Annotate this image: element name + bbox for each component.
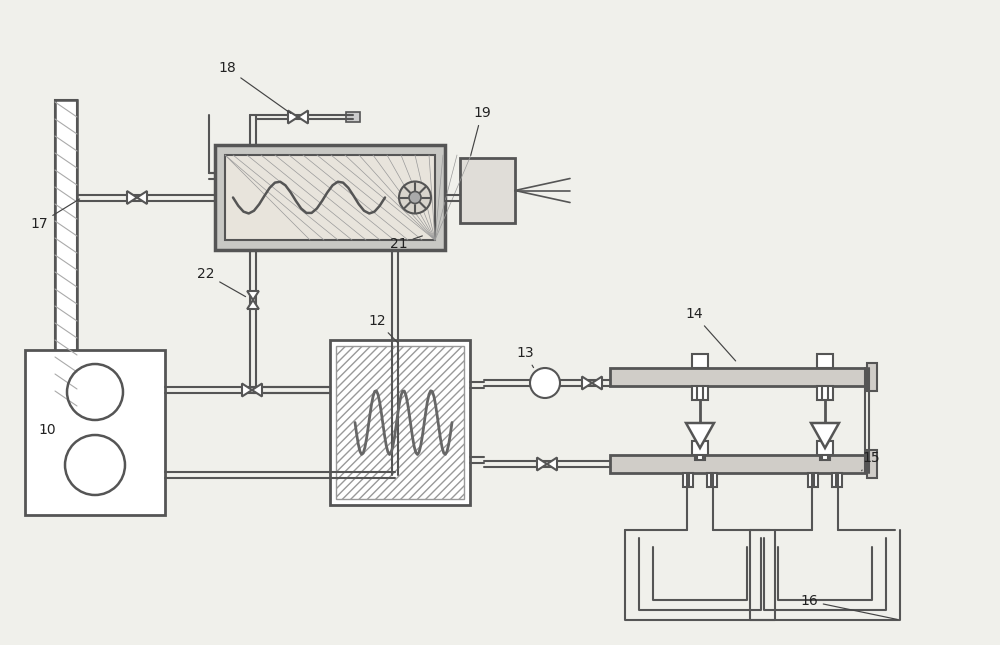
Polygon shape bbox=[252, 384, 262, 397]
Polygon shape bbox=[592, 377, 602, 390]
Bar bbox=[808, 473, 818, 487]
Circle shape bbox=[409, 192, 421, 204]
Text: 16: 16 bbox=[800, 594, 897, 619]
Bar bbox=[832, 473, 842, 487]
Text: 18: 18 bbox=[218, 61, 291, 114]
Polygon shape bbox=[811, 423, 839, 448]
Bar bbox=[610, 455, 865, 473]
Polygon shape bbox=[247, 291, 259, 300]
Bar bbox=[817, 386, 833, 400]
Bar bbox=[817, 354, 833, 368]
Bar bbox=[215, 145, 445, 250]
Text: 17: 17 bbox=[30, 199, 80, 231]
Bar bbox=[460, 158, 515, 223]
Bar bbox=[692, 441, 708, 455]
Text: 19: 19 bbox=[471, 106, 491, 155]
Bar bbox=[346, 112, 360, 122]
Text: 14: 14 bbox=[685, 307, 736, 361]
Circle shape bbox=[399, 181, 431, 213]
Polygon shape bbox=[247, 300, 259, 309]
Text: 12: 12 bbox=[368, 314, 398, 343]
Polygon shape bbox=[127, 191, 137, 204]
Polygon shape bbox=[242, 384, 252, 397]
Bar bbox=[867, 450, 877, 478]
Bar bbox=[692, 354, 708, 368]
Polygon shape bbox=[547, 457, 557, 470]
Text: 22: 22 bbox=[197, 267, 246, 297]
Bar bbox=[225, 155, 435, 240]
Bar bbox=[683, 473, 693, 487]
Bar bbox=[55, 100, 77, 410]
Polygon shape bbox=[137, 191, 147, 204]
Circle shape bbox=[530, 368, 560, 398]
Bar bbox=[25, 350, 165, 515]
Bar bbox=[330, 340, 470, 505]
Polygon shape bbox=[298, 110, 308, 123]
Bar bbox=[867, 363, 877, 391]
Polygon shape bbox=[582, 377, 592, 390]
Text: 13: 13 bbox=[516, 346, 534, 368]
Bar bbox=[695, 448, 705, 460]
Bar bbox=[820, 448, 830, 460]
Polygon shape bbox=[686, 423, 714, 448]
Bar bbox=[610, 368, 865, 386]
Bar bbox=[336, 346, 464, 499]
Text: 21: 21 bbox=[390, 236, 422, 251]
Bar bbox=[817, 441, 833, 455]
Bar bbox=[707, 473, 717, 487]
Polygon shape bbox=[288, 110, 298, 123]
Text: 10: 10 bbox=[38, 423, 56, 437]
Polygon shape bbox=[537, 457, 547, 470]
Bar bbox=[55, 100, 77, 410]
Bar bbox=[692, 386, 708, 400]
Text: 15: 15 bbox=[862, 451, 880, 471]
